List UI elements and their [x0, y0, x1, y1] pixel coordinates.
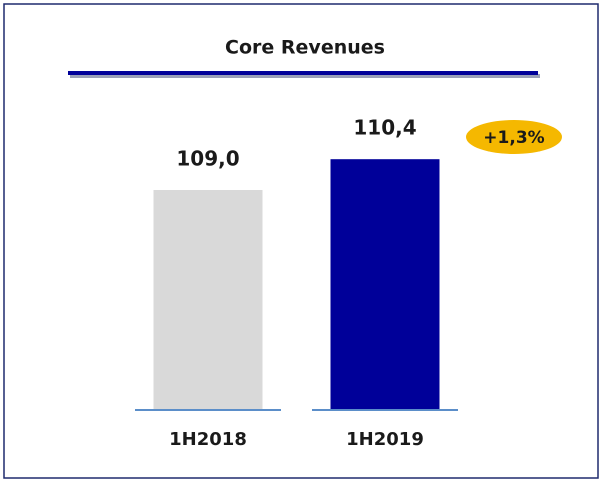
bar: [330, 159, 440, 410]
chart-title: Core Revenues: [225, 37, 385, 59]
value-label: 109,0: [176, 147, 239, 171]
growth-badge: [466, 120, 562, 154]
value-label: 110,4: [353, 116, 416, 140]
frame: [3, 3, 599, 479]
x-tick-label: 1H2019: [346, 429, 424, 450]
growth-label: +1,3%: [483, 128, 544, 148]
x-tick-label: 1H2018: [169, 429, 247, 450]
bar: [153, 190, 263, 410]
